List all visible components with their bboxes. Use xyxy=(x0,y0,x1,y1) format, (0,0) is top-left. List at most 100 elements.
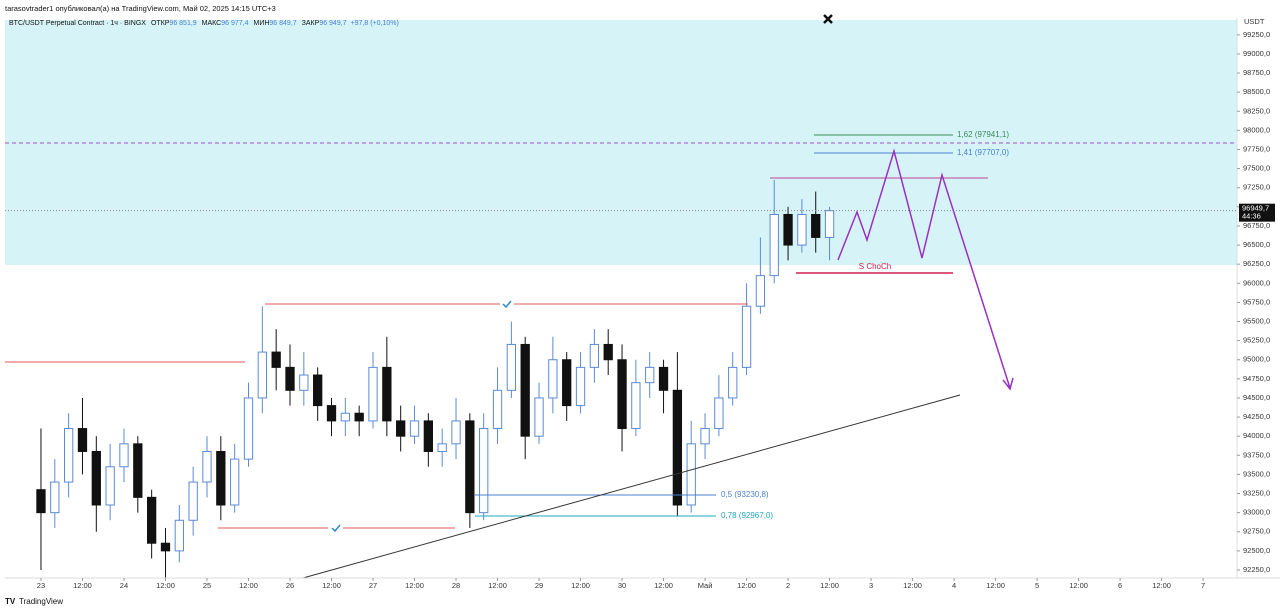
projection xyxy=(837,148,1011,389)
candle-body xyxy=(700,428,710,445)
candle-body xyxy=(174,519,184,552)
fib-label: 1,41 (97707,0) xyxy=(957,148,1009,157)
candle-body xyxy=(243,397,254,460)
fib-label: 1,62 (97941,1) xyxy=(957,130,1009,139)
arrowhead xyxy=(1002,377,1014,391)
candle-body xyxy=(368,366,378,422)
candle-body xyxy=(797,213,807,246)
candle-body xyxy=(714,397,724,430)
candle-body xyxy=(382,366,392,422)
candle-body xyxy=(396,420,406,437)
x-tick-label: 29 xyxy=(535,581,543,590)
candle-body xyxy=(326,405,337,422)
check xyxy=(331,524,341,533)
candle-body xyxy=(216,450,226,506)
legend: BTC/USDT Perpetual Contract · 1ч · BINGX… xyxy=(9,20,399,27)
candle-body xyxy=(354,412,364,422)
candle-body xyxy=(603,343,613,361)
trendline xyxy=(302,394,961,579)
candle-body xyxy=(811,213,821,238)
x-tick-label: 24 xyxy=(120,581,128,590)
candle-body xyxy=(617,359,627,430)
x-tick-label: 12:00 xyxy=(1152,581,1171,590)
candle-body xyxy=(589,343,600,368)
legend-item: ОТКР xyxy=(151,20,170,27)
candle-body xyxy=(119,443,129,468)
x-tick-label: 12:00 xyxy=(1069,581,1088,590)
x-tick-label: 3 xyxy=(869,581,873,590)
candle-body xyxy=(188,481,198,521)
legend-item: 96 977,4 xyxy=(221,20,248,27)
x-tick-label: 23 xyxy=(37,581,45,590)
x-tick-label: 27 xyxy=(369,581,377,590)
candle-body xyxy=(299,374,309,391)
candle-body xyxy=(520,343,530,437)
y-tick-label: 98000,0 xyxy=(1243,125,1270,134)
legend-item: МАКС xyxy=(202,20,222,27)
y-tick-label: 95500,0 xyxy=(1243,316,1270,325)
y-tick-label: 95000,0 xyxy=(1243,355,1270,364)
brand: TradingView xyxy=(19,597,63,606)
x-tick-label: 25 xyxy=(203,581,211,590)
candle-body xyxy=(409,420,420,437)
candle-body xyxy=(77,428,88,452)
y-tick-label: 98250,0 xyxy=(1243,106,1270,115)
brand-logo: TV xyxy=(5,597,16,606)
candle-body xyxy=(465,420,475,514)
y-tick-label: 95750,0 xyxy=(1243,297,1270,306)
candle-body xyxy=(36,489,46,514)
y-tick-label: 92250,0 xyxy=(1243,565,1270,574)
candle-body xyxy=(686,443,696,506)
marker xyxy=(823,14,833,24)
y-tick-label: 99000,0 xyxy=(1243,49,1270,58)
y-tick-label: 94750,0 xyxy=(1243,374,1270,383)
y-tick-label: 94250,0 xyxy=(1243,412,1270,421)
candle-body xyxy=(451,420,461,445)
legend-item: 96 851,9 xyxy=(169,20,196,27)
x-tick-label: 12:00 xyxy=(737,581,756,590)
candle-body xyxy=(548,359,558,399)
x-tick-label: 4 xyxy=(952,581,956,590)
candle-body xyxy=(492,389,503,430)
candle-body xyxy=(146,496,157,544)
x-tick-label: Май xyxy=(698,581,713,590)
candle-body xyxy=(824,210,835,238)
candle-body xyxy=(133,443,143,498)
candle-body xyxy=(672,389,683,506)
candle-body xyxy=(202,450,212,483)
x-tick-label: 2 xyxy=(786,581,790,590)
candle-body xyxy=(658,366,669,391)
choch-label: S ChoCh xyxy=(859,262,891,271)
x-tick-label: 7 xyxy=(1201,581,1205,590)
x-tick-label: 28 xyxy=(452,581,460,590)
y-tick-label: 95250,0 xyxy=(1243,336,1270,345)
candle-body xyxy=(50,481,60,514)
x-tick-label: 12:00 xyxy=(986,581,1005,590)
candle-body xyxy=(562,359,572,407)
last-price-label: 96949,7 xyxy=(1242,204,1269,213)
x-tick-label: 26 xyxy=(286,581,294,590)
x-tick-label: 12:00 xyxy=(156,581,175,590)
y-tick-label: 92750,0 xyxy=(1243,527,1270,536)
candle-body xyxy=(63,428,74,483)
candle-body xyxy=(160,542,171,552)
last-price-box xyxy=(1239,203,1275,222)
candle-body xyxy=(230,458,240,506)
x-tick-label: 12:00 xyxy=(820,581,839,590)
y-tick-label: 97750,0 xyxy=(1243,144,1270,153)
legend-item: 96 949,7 xyxy=(319,20,346,27)
legend-item: 96 849,7 xyxy=(269,20,296,27)
candle-body xyxy=(631,382,641,430)
legend-item: BTC/USDT Perpetual Contract · 1ч · BINGX xyxy=(9,20,146,27)
legend-item: ЗАКР xyxy=(302,20,320,27)
candle-body xyxy=(423,420,433,452)
x-tick-label: 12:00 xyxy=(571,581,590,590)
x-tick-label: 12:00 xyxy=(903,581,922,590)
attribution: tarasovtrader1 опубликовал(а) на Trading… xyxy=(5,4,276,13)
candle-body xyxy=(506,343,517,391)
fib-label: 0,78 (92967,0) xyxy=(721,511,773,520)
x-tick-label: 12:00 xyxy=(654,581,673,590)
candle-body xyxy=(285,366,295,391)
y-tick-label: 93750,0 xyxy=(1243,450,1270,459)
